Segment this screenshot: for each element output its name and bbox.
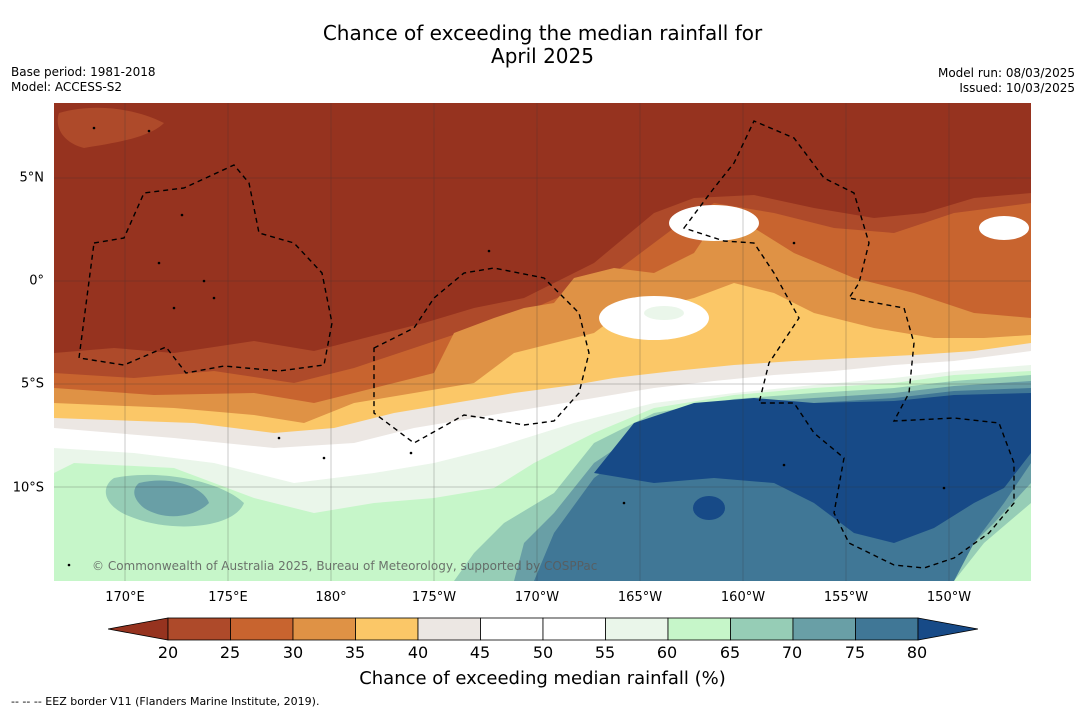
lon-label: 155°W	[823, 590, 869, 605]
graticule	[54, 103, 1031, 581]
colorbar-swatch	[855, 617, 919, 641]
zone-50-blob-a	[669, 205, 759, 241]
copyright-watermark: © Commonwealth of Australia 2025, Bureau…	[92, 559, 598, 573]
colorbar-tick: 45	[469, 643, 491, 662]
lon-label: 150°W	[926, 590, 972, 605]
colorbar-tick: 35	[344, 643, 366, 662]
colorbar	[108, 617, 978, 641]
colorbar-extend-high	[917, 617, 978, 641]
zone-80-plus-blob	[693, 496, 725, 520]
colorbar-swatch	[292, 617, 356, 641]
colorbar-tick: 60	[656, 643, 678, 662]
colorbar-label: Chance of exceeding median rainfall (%)	[359, 668, 726, 689]
lat-label: 10°S	[12, 480, 44, 496]
colorbar-swatch	[667, 617, 731, 641]
lat-label: 0°	[29, 273, 44, 289]
eez-borders	[78, 120, 1015, 569]
colorbar-swatch	[730, 617, 794, 641]
lon-label: 180°	[315, 590, 347, 605]
meta-right: Model run: 08/03/2025 Issued: 10/03/2025	[938, 66, 1075, 96]
colorbar-swatch	[480, 617, 544, 641]
lon-label: 170°W	[514, 590, 560, 605]
colorbar-swatch	[542, 617, 606, 641]
colorbar-swatch	[792, 617, 856, 641]
colorbar-tick: 55	[594, 643, 616, 662]
map-title-line1: Chance of exceeding the median rainfall …	[322, 21, 763, 45]
colorbar-swatch	[167, 617, 231, 641]
zone-75-west	[134, 480, 209, 517]
lon-label: 170°E	[105, 590, 145, 605]
colorbar-tick: 70	[781, 643, 803, 662]
meta-left: Base period: 1981-2018 Model: ACCESS-S2	[11, 65, 156, 95]
colorbar-tick: 75	[844, 643, 866, 662]
colorbar-tick: 80	[906, 643, 928, 662]
map-title-line2: April 2025	[491, 44, 594, 68]
lon-label: 175°E	[208, 590, 248, 605]
eez-legend-note: -- -- -- EEZ border V11 (Flanders Marine…	[11, 695, 320, 708]
base-period-text: Base period: 1981-2018	[11, 65, 156, 79]
colorbar-swatch	[417, 617, 481, 641]
rainfall-map	[54, 103, 1031, 581]
zone-25-nw	[57, 107, 164, 148]
lon-label: 165°W	[617, 590, 663, 605]
colorbar-tick: 65	[719, 643, 741, 662]
colorbar-swatch	[230, 617, 294, 641]
colorbar-swatch	[605, 617, 669, 641]
lat-label: 5°N	[19, 170, 45, 186]
colorbar-tick: 40	[407, 643, 429, 662]
colorbar-swatch	[355, 617, 419, 641]
lat-label: 5°S	[20, 376, 44, 392]
zone-50-blob-c	[979, 216, 1029, 240]
colorbar-tick: 20	[157, 643, 179, 662]
colorbar-tick: 50	[532, 643, 554, 662]
islands	[67, 126, 946, 567]
zone-80-plus	[594, 393, 1031, 543]
lon-label: 160°W	[720, 590, 766, 605]
colorbar-tick: 30	[282, 643, 304, 662]
colorbar-tick: 25	[219, 643, 241, 662]
issued-text: Issued: 10/03/2025	[959, 81, 1075, 95]
zone-60-blob	[644, 306, 684, 320]
model-text: Model: ACCESS-S2	[11, 80, 123, 94]
lon-label: 175°W	[411, 590, 457, 605]
model-run-text: Model run: 08/03/2025	[937, 66, 1075, 80]
colorbar-extend-low	[108, 617, 169, 641]
